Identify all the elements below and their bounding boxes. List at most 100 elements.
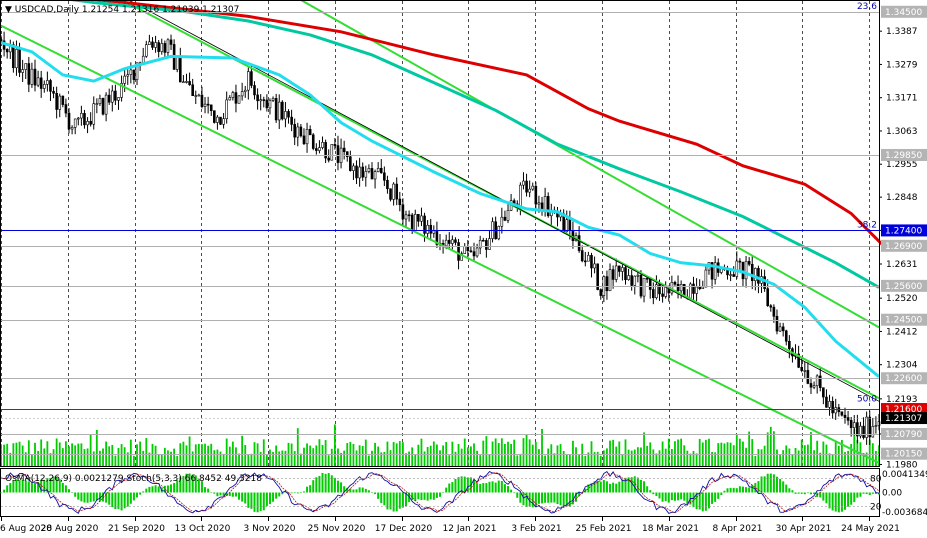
osma-bar xyxy=(772,474,775,493)
volume-bar xyxy=(145,438,148,466)
osma-bar xyxy=(643,481,646,493)
candle-body xyxy=(361,166,365,178)
candle-body xyxy=(704,269,708,288)
volume-bar xyxy=(714,452,717,466)
candle-body xyxy=(39,77,43,89)
osma-bar xyxy=(602,480,605,493)
osma-bar xyxy=(732,487,735,493)
volume-bar xyxy=(176,455,179,466)
volume-bar xyxy=(231,441,234,466)
volume-bar xyxy=(606,448,608,466)
candle-body xyxy=(342,147,346,153)
volume-bar xyxy=(182,441,185,466)
candle-body xyxy=(76,117,80,120)
osma-histogram xyxy=(0,472,880,513)
candle-body xyxy=(695,286,698,294)
volume-bar xyxy=(825,444,828,466)
symbol-text: USDCAD,Daily xyxy=(15,5,80,15)
osma-bar xyxy=(80,492,83,502)
osma-bar xyxy=(720,492,723,496)
volume-bar xyxy=(114,455,117,466)
volume-bar xyxy=(269,449,271,466)
candle-body xyxy=(367,168,371,172)
osma-bar xyxy=(432,492,435,500)
volume-bar xyxy=(24,452,27,466)
date-tick-label: 13 Oct 2020 xyxy=(175,524,231,534)
osma-bar xyxy=(639,480,642,493)
volume-bar xyxy=(244,445,247,466)
osma-bar xyxy=(476,483,479,493)
volume-bar xyxy=(677,439,679,466)
osma-bar xyxy=(114,492,117,510)
candle-body xyxy=(754,268,757,282)
volume-bar xyxy=(643,432,645,466)
osma-bar xyxy=(593,481,596,493)
volume-bar xyxy=(157,454,160,466)
candle-body xyxy=(519,184,522,207)
candle-body xyxy=(413,214,417,231)
osma-bar xyxy=(383,492,386,506)
osma-bar xyxy=(658,492,661,499)
candle-body xyxy=(185,81,188,83)
volume-bar xyxy=(27,440,30,466)
candlesticks xyxy=(0,31,881,446)
volume-bar xyxy=(476,450,478,466)
osma-bar xyxy=(86,492,89,503)
osma-bar xyxy=(806,492,809,494)
volume-bar xyxy=(40,439,43,466)
candle-body xyxy=(129,69,133,75)
osma-bar xyxy=(439,492,441,497)
price-tick-label: 1.3387 xyxy=(886,27,918,37)
volume-bar xyxy=(494,438,497,466)
price-tick-label: 1.1980 xyxy=(886,460,918,470)
volume-bar xyxy=(640,447,642,466)
volume-bar xyxy=(136,444,138,466)
osma-bar xyxy=(170,484,173,493)
price-tick-label: 1.2955 xyxy=(886,160,918,170)
candle-body xyxy=(469,250,473,253)
candle-body xyxy=(463,246,467,254)
candle-body xyxy=(145,44,148,57)
candle-body xyxy=(673,282,677,285)
volume-bar xyxy=(806,444,809,466)
volume-bar xyxy=(689,453,692,466)
candle-body xyxy=(281,101,284,120)
osma-bar xyxy=(763,476,766,493)
osma-bar xyxy=(463,476,466,493)
candle-body xyxy=(417,214,420,222)
fib-label: 38.2 xyxy=(857,220,877,230)
volume-bar xyxy=(386,441,389,466)
osma-bar xyxy=(9,483,12,493)
volume-bar xyxy=(129,439,132,466)
volume-bar xyxy=(37,450,39,466)
date-tick-label: 25 Feb 2021 xyxy=(575,524,631,534)
candle-body xyxy=(784,330,788,342)
candle-body xyxy=(803,370,807,372)
osma-bar xyxy=(30,482,33,493)
candle-body xyxy=(410,214,414,231)
candle-body xyxy=(444,239,448,247)
osma-bar xyxy=(423,492,426,500)
osma-bar xyxy=(6,485,9,493)
candle-body xyxy=(661,293,664,297)
candle-body xyxy=(630,275,633,286)
osma-bar xyxy=(262,492,265,511)
osma-bar xyxy=(503,484,506,493)
osma-bar xyxy=(714,492,717,502)
osma-bar xyxy=(494,482,497,493)
osma-bar xyxy=(856,492,859,498)
volume-bar xyxy=(834,441,837,466)
candle-body xyxy=(80,113,83,119)
current-price-label: 1.21307 xyxy=(885,414,922,424)
candle-body xyxy=(618,265,621,272)
osma-bar xyxy=(775,476,778,493)
volume-bar xyxy=(43,448,46,466)
candle-body xyxy=(546,196,550,217)
volume-bar xyxy=(621,454,624,466)
volume-bar xyxy=(194,444,197,466)
volume-bar xyxy=(652,449,655,466)
price-level-label: 1.20790 xyxy=(885,430,922,440)
osma-bar xyxy=(207,488,210,493)
volume-bar xyxy=(794,447,797,466)
